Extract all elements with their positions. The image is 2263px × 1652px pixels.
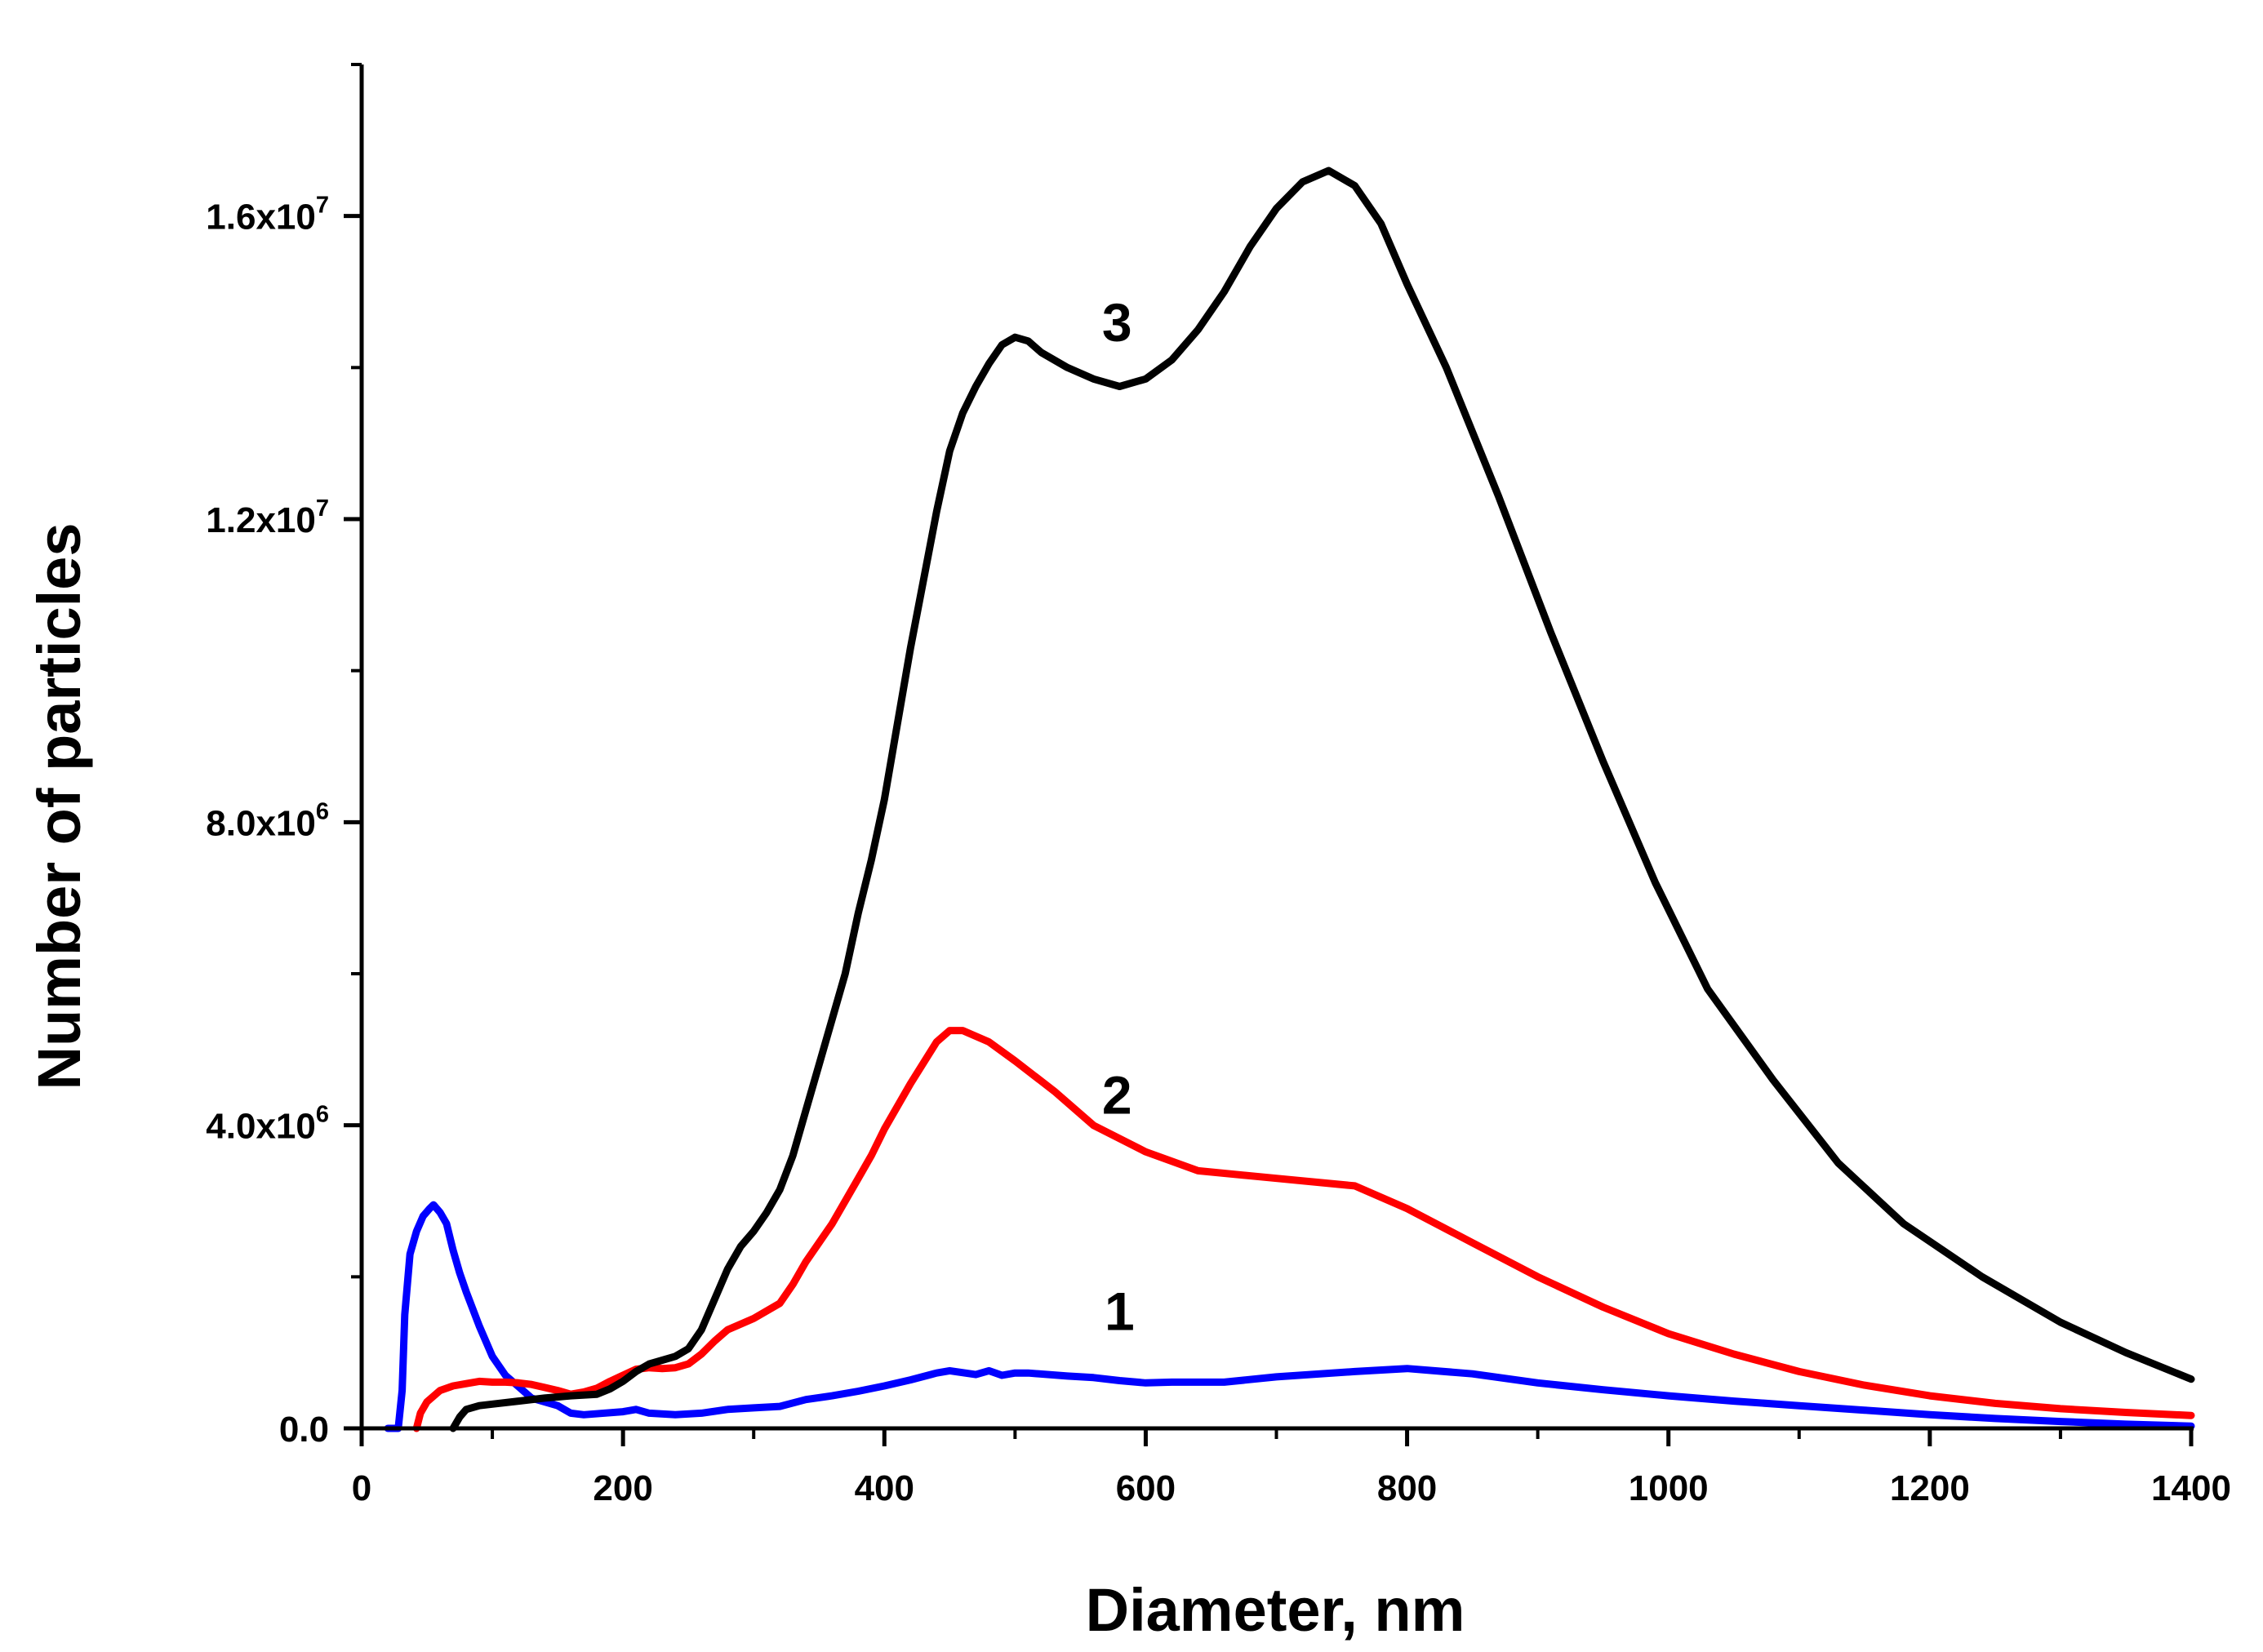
curve-label-3: 3 [1102, 292, 1132, 353]
series-line-2 [412, 1027, 2195, 1432]
x-tick-label: 600 [1116, 1468, 1176, 1508]
x-tick-label: 200 [593, 1468, 652, 1508]
axes-layer [359, 64, 2194, 1432]
y-tick-label: 1.2x107 [206, 495, 329, 540]
x-tick-label: 1200 [1890, 1468, 1970, 1508]
curve-label-2: 2 [1102, 1065, 1132, 1126]
x-tick-label: 1400 [2151, 1468, 2231, 1508]
y-axis-title: Number of particles [25, 523, 93, 1090]
x-axis-title: Diameter, nm [1086, 1576, 1465, 1644]
y-tick-label: 1.6x107 [206, 193, 329, 238]
y-tick-label: 4.0x106 [206, 1102, 329, 1147]
y-tick-label: 8.0x106 [206, 798, 329, 843]
series-line-1 [384, 1201, 2195, 1432]
x-tick-label: 800 [1377, 1468, 1437, 1508]
x-tick-label: 1000 [1629, 1468, 1709, 1508]
x-tick-label: 400 [855, 1468, 914, 1508]
labels-layer: 0 200 400 600 800 1000 1200 1400 0.0 4.0x106 8.0x1… [206, 193, 2231, 1508]
curve-label-1: 1 [1105, 1281, 1135, 1341]
data-series-layer [384, 167, 2195, 1432]
y-tick-label: 0.0 [279, 1410, 329, 1450]
ticks-layer [344, 63, 2194, 1446]
series-line-3 [449, 167, 2195, 1432]
x-tick-label: 0 [352, 1468, 371, 1508]
